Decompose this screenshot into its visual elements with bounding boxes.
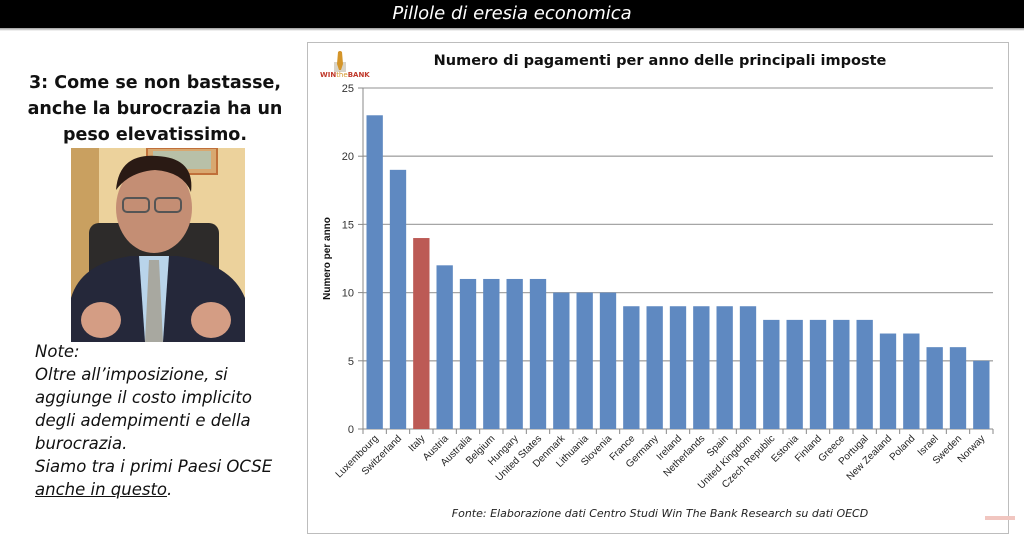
heading-line: 3: Come se non bastasse,: [28, 73, 281, 93]
slide-title: Pillole di eresia economica: [392, 3, 632, 24]
bar-germany: [646, 306, 663, 429]
bar-united-states: [529, 278, 547, 429]
bar-luxembourg: [366, 115, 383, 429]
y-tick-label: 25: [342, 83, 354, 95]
bottom-accent: [985, 516, 1015, 520]
notes-last-line: anche in questo.: [35, 478, 295, 501]
bar-estonia: [786, 319, 803, 429]
slide-heading: 3: Come se non bastasse, anche la burocr…: [20, 70, 290, 148]
x-tick-label: Poland: [888, 433, 918, 463]
heading-line: peso elevatissimo.: [63, 125, 247, 145]
bar-hungary: [506, 278, 523, 429]
notes-line: Siamo tra i primi Paesi OCSE: [35, 457, 273, 476]
bar-austria: [436, 265, 453, 429]
bar-switzerland: [389, 169, 407, 429]
notes-underlined: anche in questo: [35, 480, 168, 499]
y-tick-label: 20: [342, 151, 354, 163]
bar-portugal: [856, 319, 873, 429]
notes-line: burocrazia.: [35, 434, 128, 453]
presenter-photo: [71, 148, 245, 342]
bar-netherlands: [693, 306, 710, 429]
bar-czech-republic: [763, 319, 780, 429]
slide-title-bar: Pillole di eresia economica: [0, 0, 1024, 28]
bar-new-zealand: [879, 333, 897, 429]
bar-israel: [926, 347, 943, 429]
bar-australia: [459, 278, 477, 429]
bar-lithuania: [576, 292, 593, 429]
bar-ireland: [669, 306, 687, 429]
y-tick-label: 5: [348, 356, 354, 368]
y-axis-label: Numero per anno: [322, 217, 333, 300]
chart-title: Numero di pagamenti per anno delle princ…: [433, 53, 887, 69]
bar-belgium: [483, 278, 500, 429]
bar-denmark: [553, 292, 570, 429]
notes-line: degli adempimenti e della: [35, 411, 251, 430]
bar-united-kingdom: [739, 306, 757, 429]
bar-spain: [716, 306, 733, 429]
notes-block: Note: Oltre all’imposizione, si aggiunge…: [35, 340, 295, 501]
title-bar-shadow: [0, 28, 1024, 31]
y-tick-label: 10: [342, 288, 354, 300]
bar-finland: [809, 319, 827, 429]
notes-line: aggiunge il costo implicito: [35, 388, 252, 407]
bar-norway: [973, 360, 990, 429]
y-tick-label: 0: [348, 424, 354, 436]
logo-text: WINtheBANK: [320, 71, 370, 79]
notes-trailing: .: [167, 480, 173, 499]
bar-france: [623, 306, 640, 429]
win-the-bank-logo-icon: [334, 51, 346, 72]
bar-sweden: [949, 347, 967, 429]
source-note: Fonte: Elaborazione dati Centro Studi Wi…: [451, 507, 869, 520]
y-tick-label: 15: [342, 219, 354, 231]
bar-slovenia: [599, 292, 617, 429]
notes-label: Note:: [35, 342, 80, 361]
bar-poland: [903, 333, 920, 429]
bar-italy: [413, 238, 430, 429]
bar-greece: [833, 319, 850, 429]
notes-line: Oltre all’imposizione, si: [35, 365, 228, 384]
heading-line: anche la burocrazia ha un: [27, 99, 283, 119]
